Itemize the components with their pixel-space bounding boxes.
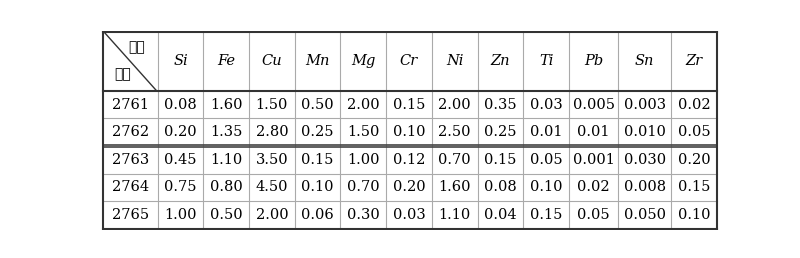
Text: 0.005: 0.005 xyxy=(573,98,614,112)
Text: 0.030: 0.030 xyxy=(624,153,666,167)
Text: 0.20: 0.20 xyxy=(678,153,710,167)
Text: 1.60: 1.60 xyxy=(210,98,242,112)
Text: 0.15: 0.15 xyxy=(530,208,562,222)
Text: 0.02: 0.02 xyxy=(578,180,610,194)
Text: 0.03: 0.03 xyxy=(530,98,562,112)
Text: 0.50: 0.50 xyxy=(210,208,242,222)
Text: 1.10: 1.10 xyxy=(438,208,470,222)
Text: 0.04: 0.04 xyxy=(484,208,517,222)
Text: 0.25: 0.25 xyxy=(302,125,334,139)
Text: 0.02: 0.02 xyxy=(678,98,710,112)
Text: Mn: Mn xyxy=(306,54,330,68)
Text: Fe: Fe xyxy=(217,54,235,68)
Text: 0.35: 0.35 xyxy=(484,98,517,112)
Text: Sn: Sn xyxy=(635,54,654,68)
Text: 0.05: 0.05 xyxy=(530,153,562,167)
Text: 2.00: 2.00 xyxy=(347,98,379,112)
Text: 0.12: 0.12 xyxy=(393,153,425,167)
Text: 1.10: 1.10 xyxy=(210,153,242,167)
Text: 0.30: 0.30 xyxy=(347,208,380,222)
Text: 0.008: 0.008 xyxy=(624,180,666,194)
Text: 0.01: 0.01 xyxy=(530,125,562,139)
Text: 4.50: 4.50 xyxy=(256,180,288,194)
Text: Pb: Pb xyxy=(584,54,603,68)
Text: 编号: 编号 xyxy=(114,67,130,82)
Text: 0.20: 0.20 xyxy=(164,125,197,139)
Text: 2.80: 2.80 xyxy=(255,125,288,139)
Text: Ti: Ti xyxy=(539,54,554,68)
Text: 0.01: 0.01 xyxy=(578,125,610,139)
Text: Ni: Ni xyxy=(446,54,463,68)
Text: 0.003: 0.003 xyxy=(624,98,666,112)
Text: 1.35: 1.35 xyxy=(210,125,242,139)
Text: 0.15: 0.15 xyxy=(678,180,710,194)
Text: 0.70: 0.70 xyxy=(347,180,379,194)
Text: 0.80: 0.80 xyxy=(210,180,242,194)
Text: 2765: 2765 xyxy=(112,208,149,222)
Text: 元素: 元素 xyxy=(129,40,146,54)
Text: 2.00: 2.00 xyxy=(438,98,471,112)
Text: 1.50: 1.50 xyxy=(256,98,288,112)
Text: 0.10: 0.10 xyxy=(302,180,334,194)
Text: 0.05: 0.05 xyxy=(578,208,610,222)
Text: 0.15: 0.15 xyxy=(302,153,334,167)
Text: 0.08: 0.08 xyxy=(164,98,197,112)
Text: 3.50: 3.50 xyxy=(255,153,288,167)
Text: 0.10: 0.10 xyxy=(393,125,426,139)
Text: 0.15: 0.15 xyxy=(393,98,425,112)
Text: 0.10: 0.10 xyxy=(530,180,562,194)
Text: 2763: 2763 xyxy=(112,153,149,167)
Text: 0.70: 0.70 xyxy=(438,153,471,167)
Text: 0.25: 0.25 xyxy=(484,125,517,139)
Text: Mg: Mg xyxy=(351,54,375,68)
Text: 0.010: 0.010 xyxy=(624,125,666,139)
Text: 0.06: 0.06 xyxy=(301,208,334,222)
Text: 0.050: 0.050 xyxy=(624,208,666,222)
Text: 2.00: 2.00 xyxy=(255,208,288,222)
Text: Cr: Cr xyxy=(400,54,418,68)
Text: 0.20: 0.20 xyxy=(393,180,426,194)
Text: 0.10: 0.10 xyxy=(678,208,710,222)
Text: 0.08: 0.08 xyxy=(484,180,517,194)
Text: 2761: 2761 xyxy=(112,98,149,112)
Text: 1.00: 1.00 xyxy=(164,208,197,222)
Text: Si: Si xyxy=(173,54,188,68)
Text: 0.50: 0.50 xyxy=(302,98,334,112)
Text: 1.60: 1.60 xyxy=(438,180,471,194)
Text: 0.05: 0.05 xyxy=(678,125,710,139)
Text: 0.001: 0.001 xyxy=(573,153,614,167)
Text: 2762: 2762 xyxy=(112,125,149,139)
Text: 1.00: 1.00 xyxy=(347,153,379,167)
Text: Cu: Cu xyxy=(262,54,282,68)
Text: 0.45: 0.45 xyxy=(164,153,197,167)
Text: 2.50: 2.50 xyxy=(438,125,471,139)
Text: Zr: Zr xyxy=(686,54,702,68)
Text: 1.50: 1.50 xyxy=(347,125,379,139)
Text: Zn: Zn xyxy=(490,54,510,68)
Text: 2764: 2764 xyxy=(112,180,149,194)
Text: 0.03: 0.03 xyxy=(393,208,426,222)
Text: 0.75: 0.75 xyxy=(164,180,197,194)
Text: 0.15: 0.15 xyxy=(484,153,517,167)
